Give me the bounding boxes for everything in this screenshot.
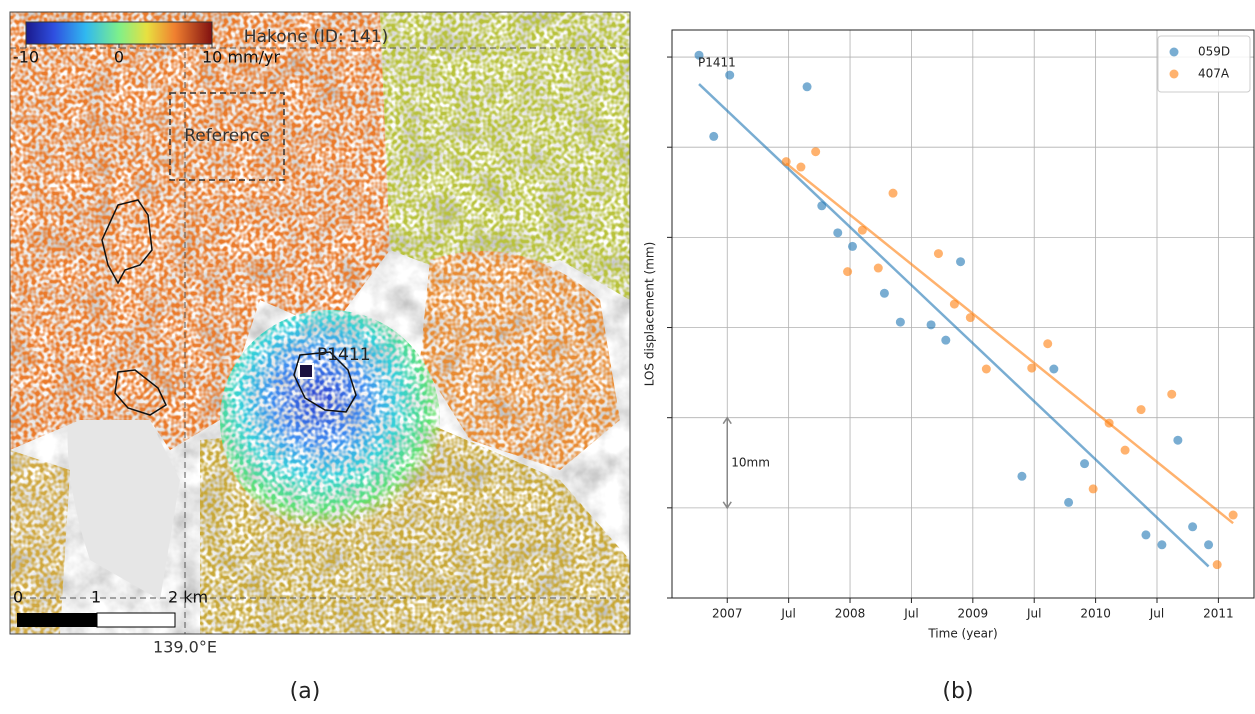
data-point	[1212, 560, 1222, 570]
data-point	[949, 299, 959, 309]
x-axis-label: Time (year)	[927, 627, 997, 641]
data-point	[709, 131, 719, 141]
data-point	[833, 228, 843, 238]
data-point	[811, 147, 821, 157]
legend-marker	[1169, 47, 1179, 57]
longitude-label: 139.0°E	[153, 638, 217, 657]
data-point	[1204, 540, 1214, 550]
data-point	[1017, 471, 1027, 481]
data-point	[1088, 484, 1098, 494]
data-point	[981, 364, 991, 374]
data-point	[1173, 435, 1183, 445]
map-frame	[9, 11, 631, 635]
data-point	[1141, 530, 1151, 540]
panel-label: (b)	[942, 679, 973, 704]
data-point	[796, 162, 806, 172]
data-point	[802, 82, 812, 92]
data-point	[1228, 510, 1238, 520]
colorbar-tick-label: 0	[114, 48, 124, 67]
arrow-head	[722, 501, 732, 510]
scale-label: 2 km	[168, 588, 208, 607]
x-tick-label: 2009	[958, 607, 989, 621]
x-tick-label: Jul	[1026, 607, 1041, 621]
panel-label: (a)	[290, 679, 321, 704]
data-point	[956, 257, 966, 267]
colorbar-tick-label: 10 mm/yr	[202, 48, 280, 67]
data-point	[1049, 364, 1059, 374]
x-tick-label: 2008	[835, 607, 866, 621]
scale-label: 1	[91, 588, 101, 607]
data-point	[895, 317, 905, 327]
map-image	[10, 12, 630, 634]
data-point	[817, 201, 827, 211]
x-tick-label: Jul	[780, 607, 795, 621]
map-panel: Hakone (ID: 141) Reference P1411 0 1 2 k…	[9, 11, 631, 704]
data-point	[725, 70, 735, 80]
trend-line	[698, 83, 1210, 568]
colorbar-tick-label: -10	[13, 48, 39, 67]
scale-label: 0	[13, 588, 23, 607]
reference-label: Reference	[184, 126, 270, 146]
data-point	[847, 241, 857, 251]
data-point	[1043, 339, 1053, 349]
data-point	[879, 288, 889, 298]
y-axis-label: LOS displacement (mm)	[643, 242, 657, 387]
plot-frame	[671, 29, 1255, 599]
scale-label: 10mm	[731, 455, 770, 469]
point-label: P1411	[317, 345, 371, 365]
point-label: P1411	[698, 56, 736, 70]
data-point	[1188, 522, 1198, 532]
data-point	[873, 263, 883, 273]
data-point	[965, 313, 975, 323]
data-point	[933, 249, 943, 259]
data-point	[694, 50, 704, 60]
legend-marker	[1169, 69, 1179, 79]
data-point	[781, 157, 791, 167]
data-point	[1080, 459, 1090, 469]
data-point	[1027, 363, 1037, 373]
data-point	[1104, 418, 1114, 428]
data-point	[1120, 445, 1130, 455]
legend-label: 059D	[1198, 45, 1230, 59]
x-tick-label: 2010	[1080, 607, 1111, 621]
data-point	[941, 335, 951, 345]
data-point	[1157, 540, 1167, 550]
x-tick-label: Jul	[1149, 607, 1164, 621]
data-point	[843, 267, 853, 277]
map-title: Hakone (ID: 141)	[244, 27, 388, 47]
data-point	[1064, 497, 1074, 507]
x-tick-label: 2011	[1203, 607, 1234, 621]
data-point	[1136, 405, 1146, 415]
x-tick-label: Jul	[903, 607, 918, 621]
x-tick-label: 2007	[712, 607, 743, 621]
data-point	[926, 320, 936, 330]
legend-label: 407A	[1198, 67, 1230, 81]
trend-line	[785, 162, 1234, 525]
data-point	[888, 188, 898, 198]
data-point	[857, 225, 867, 235]
legend-box	[1157, 35, 1251, 93]
arrow-head	[722, 416, 732, 425]
data-point	[1167, 389, 1177, 399]
